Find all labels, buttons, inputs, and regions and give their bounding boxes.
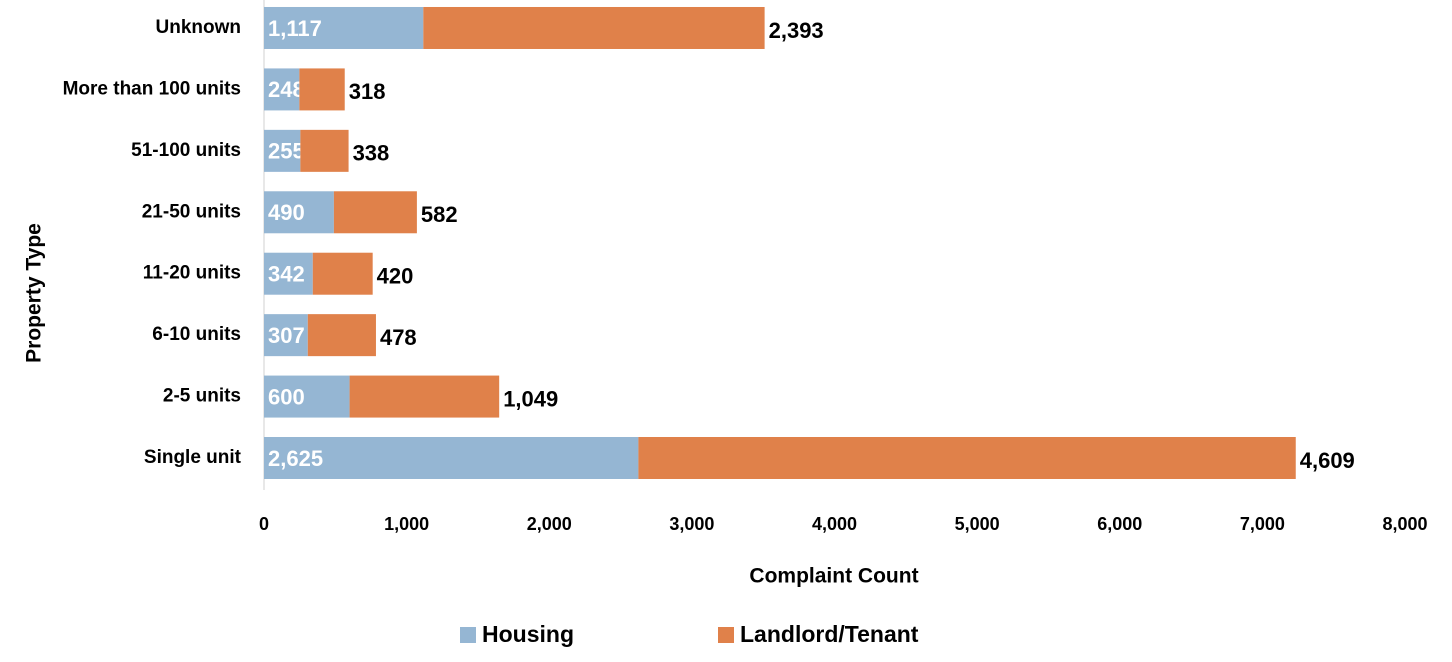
bar-segment [423,6,765,49]
y-tick-label: More than 100 units [63,78,241,99]
x-tick-label: 5,000 [955,514,1000,534]
x-tick-label: 6,000 [1097,514,1142,534]
y-tick-label: 51-100 units [131,140,241,161]
y-tick-label: 2-5 units [163,386,241,407]
value-label: 490 [268,200,305,225]
bar-segment [307,314,376,357]
bar-segment [264,129,301,172]
legend-label: Landlord/Tenant [740,621,919,647]
bar-segment [300,129,349,172]
bar-segment [312,252,373,295]
x-tick-label: 4,000 [812,514,857,534]
value-label: 420 [377,264,414,289]
bar-segment [264,437,639,479]
value-label: 255 [268,139,305,164]
x-tick-label: 8,000 [1382,514,1427,534]
bar-segment [333,191,417,234]
value-label: 248 [268,77,305,102]
value-label: 307 [268,323,305,348]
y-tick-label: 11-20 units [143,263,241,284]
x-tick-label: 1,000 [384,514,429,534]
value-label: 1,049 [503,386,558,411]
x-tick-label: 2,000 [527,514,572,534]
value-label: 2,625 [268,446,323,471]
bar-segment [264,191,334,234]
y-tick-label: Single unit [144,447,242,468]
y-axis-title: Property Type [23,223,46,363]
legend-label: Housing [482,621,574,647]
value-label: 342 [268,262,305,287]
y-tick-label: 21-50 units [142,201,241,222]
bar-segment [264,68,300,111]
legend-swatch [718,627,734,643]
value-label: 318 [349,79,386,104]
bar-segment [264,314,308,357]
value-label: 478 [380,325,417,350]
bar-segment [264,6,424,49]
value-label: 4,609 [1300,448,1355,473]
x-tick-label: 0 [259,514,269,534]
y-tick-label: 6-10 units [152,324,241,345]
bar-segment [299,68,345,111]
y-tick-label: Unknown [156,17,242,38]
bar-segment [264,252,313,295]
bar-segment [638,437,1296,479]
bar-segment [264,375,350,418]
x-tick-label: 3,000 [669,514,714,534]
value-label: 338 [353,141,390,166]
value-label: 582 [421,202,458,227]
legend-swatch [460,627,476,643]
bar-segment [349,375,500,418]
value-label: 1,117 [268,16,322,41]
x-tick-label: 7,000 [1240,514,1285,534]
value-label: 2,393 [769,18,824,43]
value-label: 600 [268,384,305,409]
x-axis-title: Complaint Count [749,565,918,588]
